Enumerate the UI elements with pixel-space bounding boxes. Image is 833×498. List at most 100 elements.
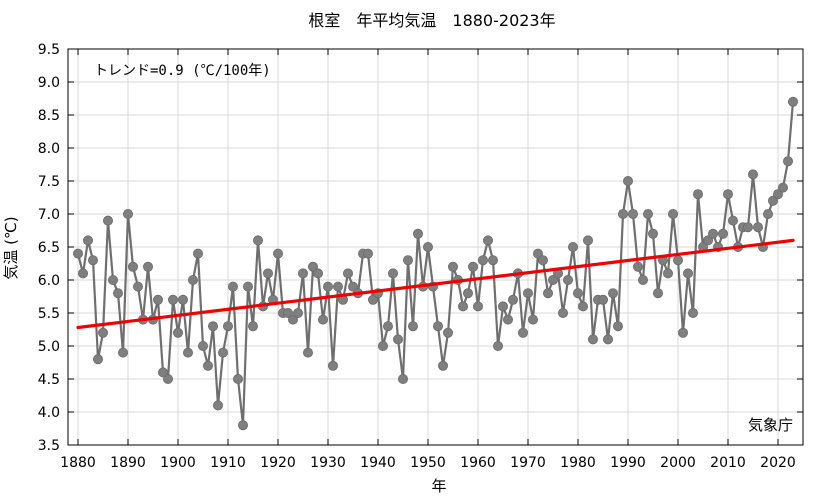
data-point xyxy=(227,281,238,292)
data-point xyxy=(297,268,308,279)
data-point xyxy=(262,268,273,279)
y-tick-label: 4.0 xyxy=(38,405,60,421)
data-point xyxy=(222,321,233,332)
data-point xyxy=(703,235,714,246)
data-point xyxy=(252,235,263,246)
data-point xyxy=(342,268,353,279)
data-point xyxy=(477,255,488,266)
x-tick-label: 1970 xyxy=(510,455,546,471)
data-point xyxy=(768,195,779,206)
y-tick-label: 5.0 xyxy=(38,339,60,355)
data-point xyxy=(187,274,198,285)
data-point xyxy=(73,248,84,259)
data-point xyxy=(167,294,178,305)
data-point xyxy=(528,314,539,325)
data-point xyxy=(472,301,483,312)
data-point xyxy=(497,301,508,312)
data-point xyxy=(533,248,544,259)
data-point xyxy=(377,340,388,351)
data-point xyxy=(613,321,624,332)
x-tick-label: 1880 xyxy=(60,455,96,471)
data-point xyxy=(287,314,298,325)
data-point xyxy=(157,367,168,378)
data-point xyxy=(558,307,569,318)
x-tick-label: 1940 xyxy=(360,455,396,471)
data-point xyxy=(588,334,599,345)
data-point xyxy=(152,294,163,305)
data-point xyxy=(633,261,644,272)
data-point xyxy=(182,347,193,358)
data-point xyxy=(778,182,789,193)
data-point xyxy=(743,222,754,233)
data-point xyxy=(718,228,729,239)
data-point xyxy=(663,268,674,279)
data-point xyxy=(197,340,208,351)
data-point xyxy=(748,169,759,180)
x-tick-label: 1950 xyxy=(410,455,446,471)
data-point xyxy=(688,307,699,318)
x-tick-label: 2020 xyxy=(760,455,796,471)
data-point xyxy=(708,228,719,239)
data-point xyxy=(162,373,173,384)
data-point xyxy=(387,268,398,279)
data-point xyxy=(108,274,119,285)
data-point xyxy=(723,189,734,200)
y-tick-label: 4.5 xyxy=(38,372,60,388)
x-axis: 1880 1890 1900 1910 1920 1930 1940 1950 1960 1970… xyxy=(60,49,796,471)
data-point xyxy=(367,294,378,305)
data-point xyxy=(783,156,794,167)
x-tick-label: 1930 xyxy=(310,455,346,471)
data-point xyxy=(678,327,689,338)
y-tick-label: 7.5 xyxy=(38,174,60,190)
data-point xyxy=(327,360,338,371)
data-point xyxy=(132,281,143,292)
data-point xyxy=(103,215,114,226)
data-point xyxy=(402,255,413,266)
y-tick-label: 9.5 xyxy=(38,42,60,58)
data-point xyxy=(242,281,253,292)
data-point xyxy=(788,96,799,107)
data-point xyxy=(78,268,89,279)
data-point xyxy=(437,360,448,371)
x-tick-label: 1980 xyxy=(560,455,596,471)
x-axis-label: 年 xyxy=(431,477,446,495)
data-point xyxy=(467,261,478,272)
trend-layer xyxy=(76,238,795,330)
data-point xyxy=(487,255,498,266)
data-point xyxy=(302,347,313,358)
data-point xyxy=(142,261,153,272)
x-tick-label: 1910 xyxy=(210,455,246,471)
y-tick-label: 8.5 xyxy=(38,108,60,124)
data-point xyxy=(598,294,609,305)
data-point xyxy=(412,228,423,239)
data-point xyxy=(237,420,248,431)
data-point xyxy=(507,294,518,305)
y-axis-label: 気温 (℃) xyxy=(2,216,20,279)
data-point xyxy=(518,327,529,338)
data-point xyxy=(538,255,549,266)
data-point xyxy=(192,248,203,259)
data-point xyxy=(543,288,554,299)
data-point xyxy=(362,248,373,259)
data-point xyxy=(492,340,503,351)
y-axis: 3.5 4.0 4.5 5.0 5.5 6.0 6.5 7.0 7.5 8.0 8.5 9.0 9.5 xyxy=(38,42,803,454)
data-point xyxy=(608,288,619,299)
data-point xyxy=(457,301,468,312)
x-tick-label: 1960 xyxy=(460,455,496,471)
chart-title: 根室 年平均気温 1880-2023年 xyxy=(308,11,555,30)
data-point xyxy=(422,241,433,252)
data-point xyxy=(578,301,589,312)
data-point xyxy=(628,208,639,219)
data-point xyxy=(247,321,258,332)
data-point xyxy=(202,360,213,371)
gridlines xyxy=(68,48,803,446)
data-point xyxy=(548,274,559,285)
data-point xyxy=(127,261,138,272)
data-point xyxy=(648,228,659,239)
data-point xyxy=(623,175,634,186)
data-point xyxy=(93,354,104,365)
data-point xyxy=(332,281,343,292)
data-point xyxy=(207,321,218,332)
data-point xyxy=(668,208,679,219)
data-point xyxy=(728,215,739,226)
